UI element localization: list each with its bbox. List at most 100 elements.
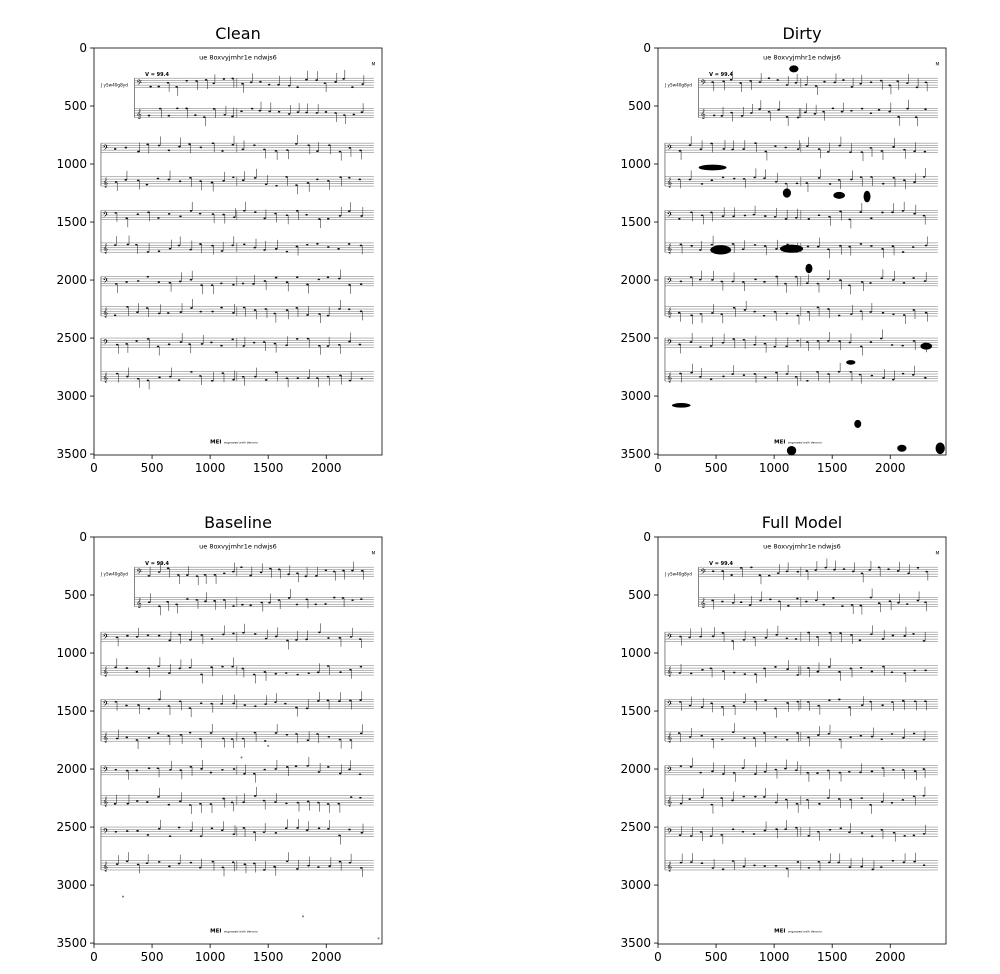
note-head [807, 631, 810, 634]
note-head [774, 707, 777, 710]
note-head [763, 280, 766, 283]
note-head [870, 217, 873, 220]
staff [100, 337, 374, 348]
note-head [838, 670, 841, 673]
note-head [807, 867, 811, 869]
note-head [338, 860, 342, 863]
note-head [742, 701, 746, 704]
note-head [252, 341, 256, 344]
treble-clef-icon: 𝄞 [103, 861, 108, 872]
treble-clef-icon: 𝄞 [667, 243, 672, 254]
note-head [338, 636, 342, 639]
note-head [327, 828, 330, 830]
note-head [754, 278, 757, 281]
note-head [195, 80, 198, 82]
note-head [880, 277, 883, 280]
y-tick-label: 3500 [56, 936, 87, 950]
note-head [326, 699, 330, 702]
note-head [296, 827, 299, 829]
treble-clef-icon: 𝄞 [700, 597, 705, 608]
note-head [689, 765, 693, 768]
part-label: J y5w40g8yd [664, 82, 692, 87]
note-head [316, 150, 319, 153]
note-head [252, 283, 255, 285]
note-head [186, 598, 189, 600]
part-label: J y5w40g8yd [100, 82, 128, 87]
note-head [168, 639, 171, 642]
note-head [274, 635, 278, 638]
noise-blob [863, 190, 871, 203]
note-head [849, 667, 853, 670]
note-head [232, 702, 235, 705]
note-head [167, 803, 171, 806]
note-head [923, 280, 927, 283]
note-head [157, 605, 161, 608]
note-head [157, 85, 161, 88]
note-head [167, 735, 170, 737]
bass-clef-icon: 𝄢 [667, 766, 673, 777]
note-head [305, 243, 309, 246]
note-head [784, 218, 788, 220]
panel-clean: Clean ue 8oxvyjmhr1e ndwjs6 M J y5w40g8yd V … [56, 24, 383, 475]
note-head [912, 309, 916, 311]
panel-title: Baseline [204, 513, 272, 532]
note-head [891, 634, 895, 637]
y-tick-label: 2000 [620, 273, 651, 287]
note-head [911, 246, 915, 249]
note-head [850, 109, 853, 112]
note-head [326, 314, 330, 317]
note-head [826, 340, 830, 342]
note-head [126, 802, 130, 805]
note-head [146, 834, 150, 836]
bass-clef-icon: 𝄢 [103, 632, 109, 643]
note-head [114, 282, 118, 285]
note-head [742, 177, 746, 180]
note-head [851, 570, 855, 573]
note-head [902, 736, 905, 739]
note-head [882, 665, 885, 668]
note-head [167, 705, 171, 707]
note-head [306, 314, 309, 316]
note-head [807, 835, 810, 837]
note-head [232, 311, 235, 314]
note-head [324, 569, 328, 572]
note-head [137, 150, 140, 153]
note-head [754, 795, 757, 798]
note-head [241, 179, 245, 182]
note-head [268, 601, 271, 604]
x-tick-label: 1500 [253, 950, 284, 964]
note-head [324, 111, 328, 113]
note-head [731, 373, 734, 376]
note-head [327, 246, 330, 248]
note-head [850, 634, 853, 636]
note-head [147, 114, 151, 117]
note-head [296, 801, 300, 804]
note-head [816, 340, 820, 342]
note-head [359, 796, 362, 799]
note-head [732, 705, 736, 707]
note-head [881, 704, 884, 707]
note-head [767, 574, 771, 577]
note-head [273, 865, 276, 868]
note-head [922, 794, 926, 797]
note-head [924, 244, 928, 247]
note-head [204, 600, 207, 603]
note-head [731, 640, 734, 642]
note-head [286, 149, 289, 152]
noise-blob [789, 65, 799, 73]
note-head [338, 700, 341, 703]
note-head [360, 215, 363, 217]
note-head [828, 215, 831, 218]
note-head [817, 704, 820, 707]
note-head [848, 831, 851, 834]
note-head [222, 213, 225, 216]
x-tick-label: 0 [654, 461, 662, 475]
note-head [349, 739, 352, 741]
note-head [753, 244, 757, 246]
note-head [157, 144, 161, 147]
note-head [784, 146, 788, 149]
note-head [231, 115, 234, 118]
note-head [231, 861, 235, 864]
note-head [145, 183, 149, 186]
note-head [156, 767, 160, 770]
